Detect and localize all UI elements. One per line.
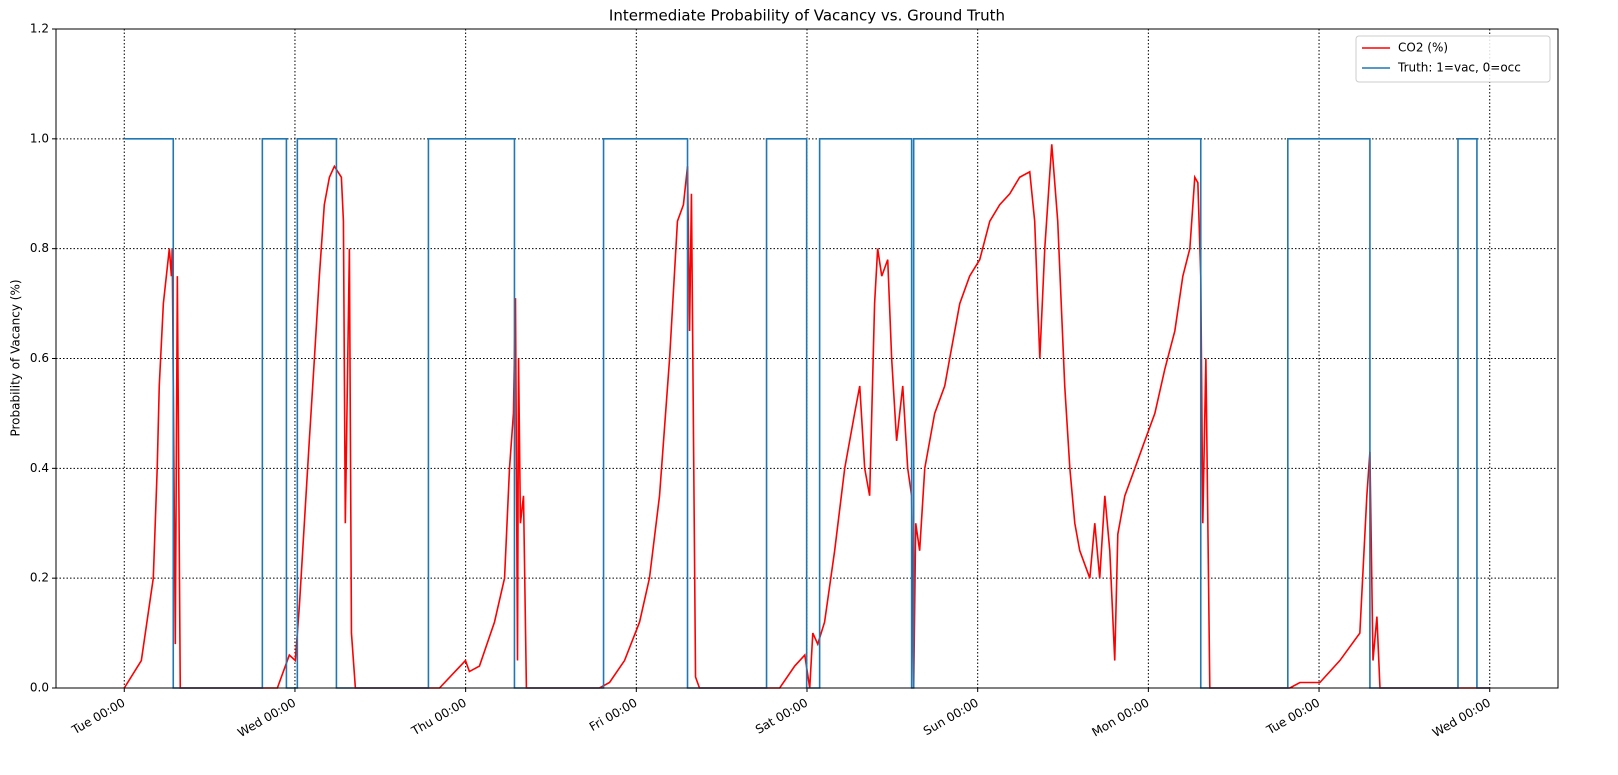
legend: CO2 (%) Truth: 1=vac, 0=occ [1355,35,1551,83]
y-tick-label: 0.4 [30,461,49,475]
legend-box [1355,35,1551,83]
x-tick-label: Fri 00:00 [587,696,640,734]
plot-frame [55,28,1559,689]
y-tick-label: 0.2 [30,571,49,585]
line-series [124,138,1490,689]
x-tick-label: Tue 00:00 [1263,696,1322,738]
y-tick-label: 1.0 [30,131,49,145]
x-tick-label: Tue 00:00 [69,696,128,738]
x-tick-label: Mon 00:00 [1089,696,1151,740]
x-tick-label: Thu 00:00 [408,696,469,739]
x-tick-label: Sun 00:00 [921,696,981,739]
y-axis-label: Probability of Vacancy (%) [9,279,23,436]
legend-label: CO2 (%) [1398,41,1448,55]
y-tick-label: 0.8 [30,241,49,255]
y-tick-label: 1.2 [30,22,49,36]
x-tick-label: Wed 00:00 [1430,696,1493,740]
chart-title: Intermediate Probability of Vacancy vs. … [609,7,1005,25]
x-tick-label: Sat 00:00 [753,696,810,737]
y-tick-label: 0.6 [30,351,49,365]
x-tick-label: Wed 00:00 [235,696,298,740]
y-tick-label: 0.0 [30,681,49,695]
legend-label: Truth: 1=vac, 0=occ [1397,61,1521,75]
